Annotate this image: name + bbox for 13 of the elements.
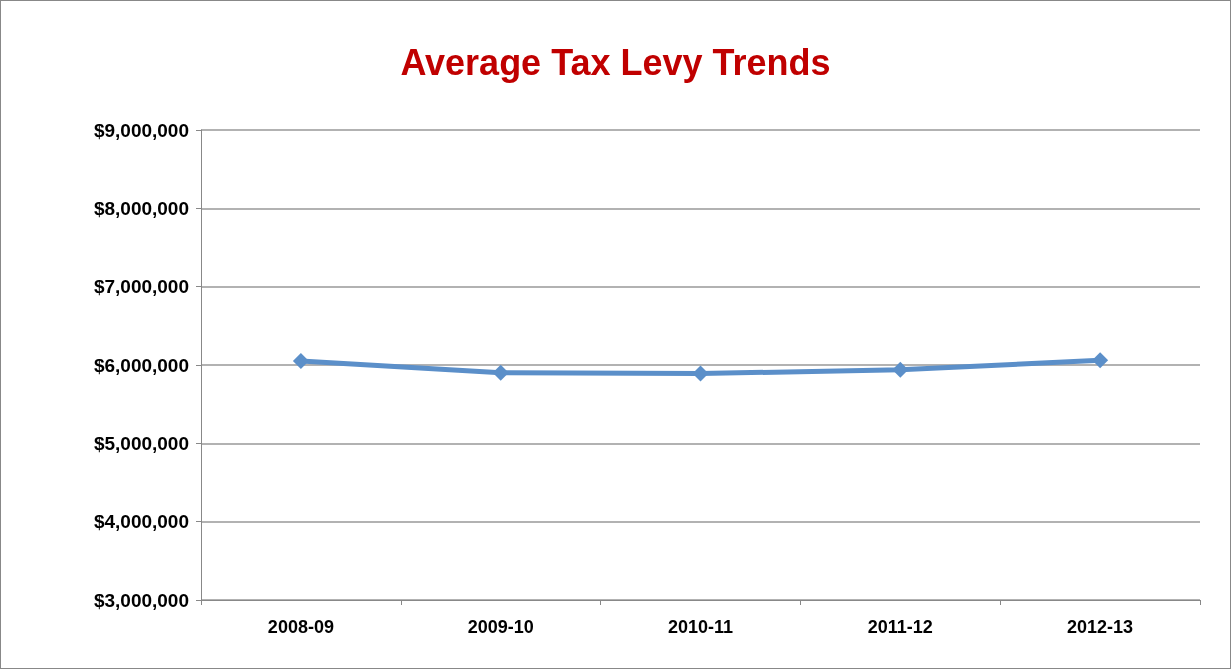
x-tick-label: 2009-10 <box>467 617 534 637</box>
y-tick-label: $4,000,000 <box>93 511 189 533</box>
y-tick-label: $8,000,000 <box>93 197 189 219</box>
y-tick-label: $3,000,000 <box>93 589 189 611</box>
chart-title: Average Tax Levy Trends <box>400 41 831 83</box>
y-tick-label: $6,000,000 <box>93 354 189 376</box>
y-tick-label: $5,000,000 <box>93 432 189 454</box>
x-tick-label: 2012-13 <box>1067 617 1134 637</box>
y-tick-label: $9,000,000 <box>93 119 189 141</box>
x-tick-label: 2010-11 <box>667 617 734 637</box>
x-tick-label: 2008-09 <box>267 617 334 637</box>
y-tick-label: $7,000,000 <box>93 276 189 298</box>
x-tick-label: 2011-12 <box>867 617 933 637</box>
